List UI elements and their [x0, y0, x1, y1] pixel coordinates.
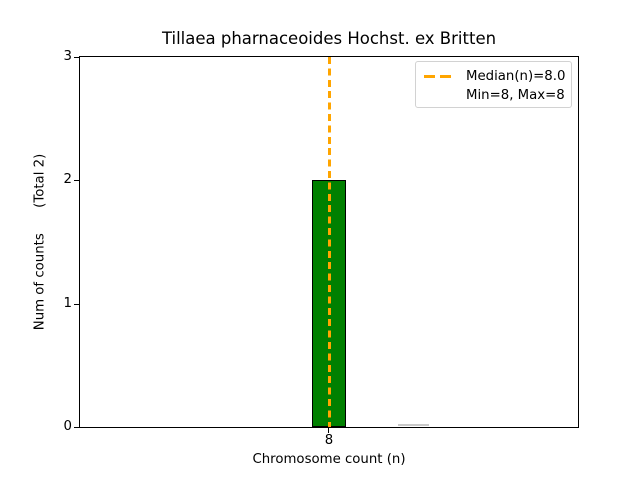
chart-title: Tillaea pharnaceoides Hochst. ex Britten	[161, 29, 497, 48]
ytick-label-0: 0	[63, 419, 72, 434]
xtick-label-8: 8	[324, 433, 334, 448]
plot-inner	[80, 57, 578, 427]
legend-label-minmax: Min=8, Max=8	[466, 88, 565, 103]
x-axis-label: Chromosome count (n)	[252, 452, 406, 467]
plot-area	[79, 56, 579, 428]
ytick-label-1: 1	[63, 296, 72, 311]
legend-entry-median: Median(n)=8.0	[424, 67, 565, 86]
ytick-mark-0	[74, 427, 79, 428]
legend-handle-spacer	[424, 94, 454, 97]
legend-entry-minmax: Min=8, Max=8	[424, 86, 565, 105]
legend: Median(n)=8.0 Min=8, Max=8	[415, 61, 572, 108]
legend-label-median: Median(n)=8.0	[466, 69, 566, 84]
zero-height-bar-artifact	[398, 424, 429, 426]
ytick-label-2: 2	[63, 172, 72, 187]
xtick-mark-8	[328, 428, 329, 433]
median-line	[328, 57, 331, 427]
ytick-mark-2	[74, 180, 79, 181]
median-dashed-line-icon	[424, 75, 454, 78]
ytick-label-3: 3	[63, 49, 72, 64]
ytick-mark-1	[74, 304, 79, 305]
ytick-mark-3	[74, 57, 79, 58]
